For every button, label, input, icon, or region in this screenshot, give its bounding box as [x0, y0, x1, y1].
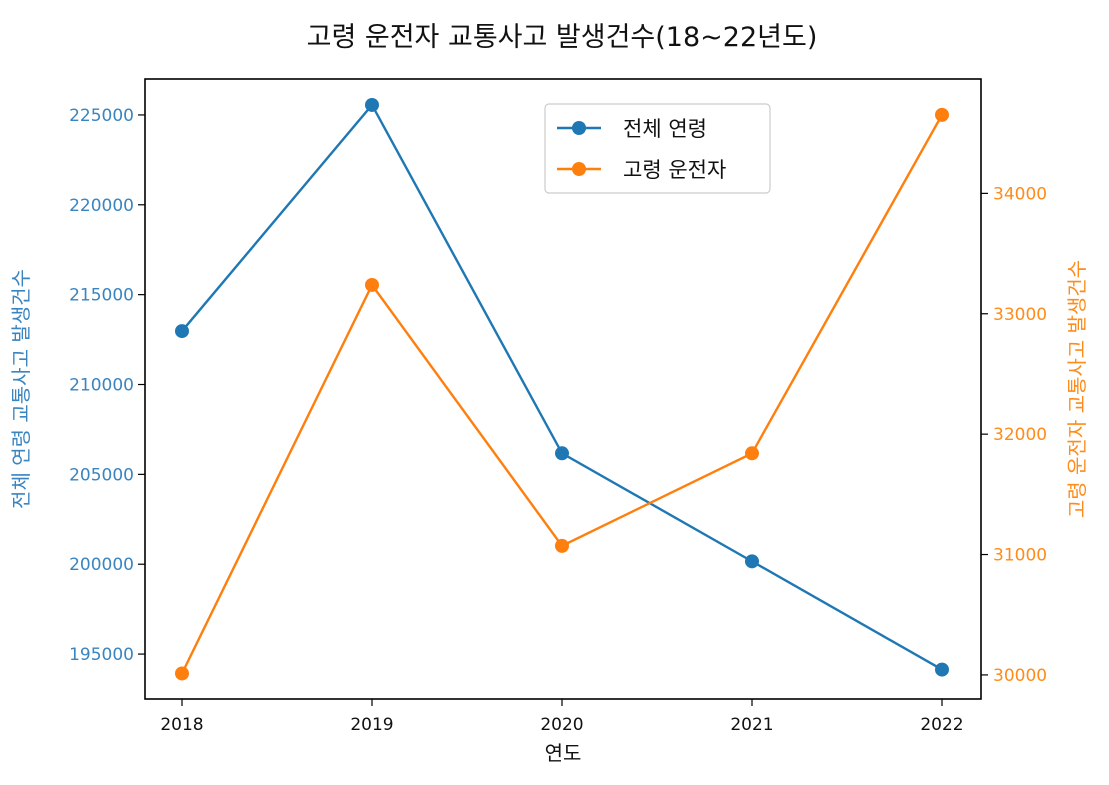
right-y-tick-label: 31000 [993, 546, 1047, 566]
x-axis-label: 연도 [545, 741, 582, 765]
series-0-point [555, 446, 569, 461]
series-0-point [175, 324, 189, 339]
plot-area [144, 78, 982, 700]
series-0-point [745, 554, 759, 569]
series-0-point [935, 662, 949, 677]
left-y-tick-label: 215000 [69, 286, 134, 306]
legend-marker [572, 121, 586, 135]
series-1-point [555, 538, 569, 553]
right-y-axis: 30000 31000 32000 33000 34000 [981, 184, 1047, 686]
legend-marker [572, 162, 586, 176]
left-y-tick-label: 200000 [69, 555, 134, 575]
x-tick-label: 2019 [350, 715, 393, 735]
legend-label: 고령 운전자 [623, 158, 726, 182]
left-y-tick-label: 225000 [69, 106, 134, 126]
right-y-axis-label: 고령 운전자 교통사고 발생건수 [1065, 260, 1089, 518]
left-y-tick-label: 205000 [69, 465, 134, 485]
x-tick-label: 2018 [160, 715, 203, 735]
legend-label: 전체 연령 [623, 117, 707, 141]
series-layer [175, 97, 949, 681]
series-1-point [175, 666, 189, 681]
right-y-tick-label: 32000 [993, 425, 1047, 445]
series-0-point [365, 97, 379, 112]
chart-title: 고령 운전자 교통사고 발생건수(18~22년도) [307, 22, 818, 53]
left-y-axis-label: 전체 연령 교통사고 발생건수 [9, 269, 33, 509]
right-y-tick-label: 33000 [993, 305, 1047, 325]
right-y-tick-label: 30000 [993, 666, 1047, 686]
left-y-tick-label: 210000 [69, 376, 134, 396]
plot-frame [144, 78, 982, 700]
series-line-1 [180, 114, 944, 675]
left-y-axis: 195000 200000 205000 210000 215000 220000 2250… [69, 106, 145, 665]
left-y-tick-label: 195000 [69, 645, 134, 665]
x-tick-label: 2021 [730, 715, 773, 735]
series-1-point [935, 107, 949, 122]
series-1-point [745, 446, 759, 461]
x-tick-label: 2020 [540, 715, 583, 735]
x-axis: 2018 2019 2020 2021 2022 [160, 699, 964, 735]
left-y-tick-label: 220000 [69, 196, 134, 216]
x-tick-label: 2022 [920, 715, 963, 735]
legend-box [544, 103, 771, 194]
series-1-point [365, 277, 379, 292]
right-y-tick-label: 34000 [993, 184, 1047, 204]
